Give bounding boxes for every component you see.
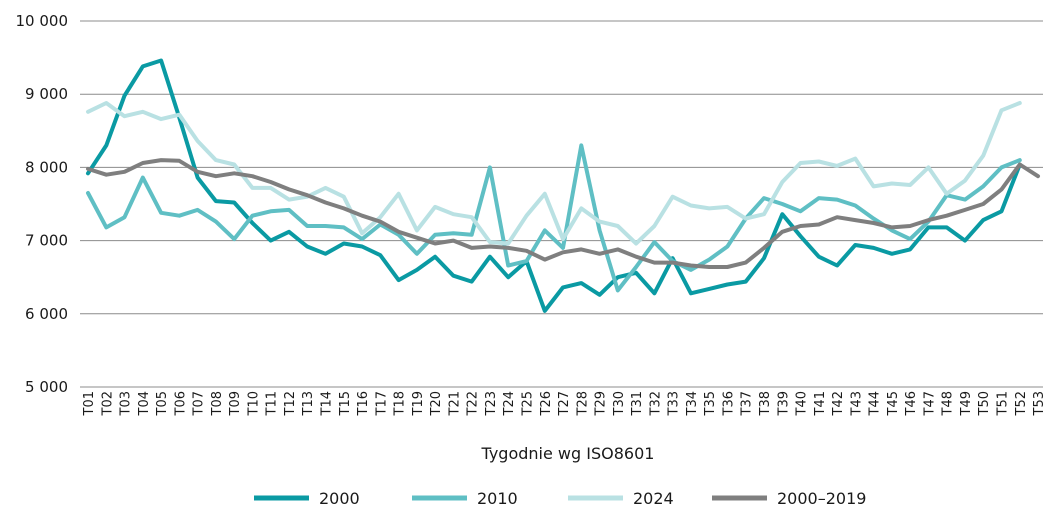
x-tick-label: T38 bbox=[758, 391, 773, 416]
x-tick-label: T39 bbox=[776, 391, 791, 416]
series-line-0 bbox=[86, 58, 1022, 313]
legend: 2000 2010 2024 2000–2019 bbox=[254, 489, 866, 508]
x-tick-label: T36 bbox=[721, 391, 736, 416]
x-tick-label: T35 bbox=[703, 391, 718, 416]
series-line-3 bbox=[86, 158, 1040, 269]
legend-label: 2024 bbox=[633, 489, 674, 508]
x-tick-label: T18 bbox=[393, 391, 408, 416]
x-tick-label: T41 bbox=[813, 391, 828, 416]
series-lines bbox=[86, 58, 1040, 313]
x-tick-label: T44 bbox=[868, 391, 883, 416]
x-tick-label: T22 bbox=[466, 391, 481, 416]
x-tick-label: T27 bbox=[557, 391, 572, 416]
legend-label: 2000–2019 bbox=[777, 489, 866, 508]
y-axis-ticks: 5 000 6 000 7 000 8 000 9 000 10 000 bbox=[16, 12, 69, 396]
x-tick-label: T31 bbox=[630, 391, 645, 416]
x-tick-label: T29 bbox=[594, 391, 609, 416]
x-tick-label: T23 bbox=[484, 391, 499, 416]
x-tick-label: T17 bbox=[374, 391, 389, 416]
x-tick-label: T12 bbox=[283, 391, 298, 416]
x-tick-label: T05 bbox=[155, 391, 170, 416]
x-tick-label: T48 bbox=[941, 391, 956, 416]
x-tick-label: T49 bbox=[959, 391, 974, 416]
x-tick-label: T47 bbox=[922, 391, 937, 416]
x-tick-label: T10 bbox=[246, 391, 261, 416]
x-tick-label: T11 bbox=[265, 391, 280, 416]
x-tick-label: T15 bbox=[338, 391, 353, 416]
x-tick-label: T02 bbox=[100, 391, 115, 416]
x-axis-label: Tygodnie wg ISO8601 bbox=[481, 444, 655, 463]
x-tick-label: T51 bbox=[996, 391, 1011, 416]
y-tick-label: 10 000 bbox=[16, 12, 69, 30]
y-tick-label: 8 000 bbox=[25, 158, 68, 176]
x-tick-label: T03 bbox=[119, 391, 134, 416]
x-tick-label: T20 bbox=[429, 391, 444, 416]
x-tick-label: T46 bbox=[904, 391, 919, 416]
y-tick-label: 6 000 bbox=[25, 305, 68, 323]
x-tick-label: T09 bbox=[228, 391, 243, 416]
x-tick-label: T07 bbox=[192, 391, 207, 416]
x-tick-label: T21 bbox=[447, 391, 462, 416]
gridlines bbox=[80, 20, 1043, 388]
series-line-1 bbox=[86, 143, 1022, 293]
x-tick-label: T04 bbox=[137, 391, 152, 416]
y-tick-label: 9 000 bbox=[25, 85, 68, 103]
x-tick-label: T26 bbox=[539, 391, 554, 416]
x-tick-label: T30 bbox=[612, 391, 627, 416]
x-tick-label: T50 bbox=[977, 391, 992, 416]
x-tick-label: T53 bbox=[1032, 391, 1043, 416]
x-tick-label: T25 bbox=[520, 391, 535, 416]
x-tick-label: T08 bbox=[210, 391, 225, 416]
x-tick-label: T28 bbox=[575, 391, 590, 416]
legend-label: 2000 bbox=[319, 489, 360, 508]
x-tick-label: T24 bbox=[502, 391, 517, 416]
x-tick-label: T33 bbox=[667, 391, 682, 416]
x-tick-label: T19 bbox=[411, 391, 426, 416]
x-tick-label: T40 bbox=[795, 391, 810, 416]
y-tick-label: 5 000 bbox=[25, 378, 68, 396]
x-tick-label: T14 bbox=[320, 391, 335, 416]
x-tick-label: T32 bbox=[648, 391, 663, 416]
x-tick-label: T43 bbox=[849, 391, 864, 416]
x-tick-label: T13 bbox=[301, 391, 316, 416]
x-axis-ticks: T01 T02 T03 T04 T05 T06 T07 T08 T09 T10 T11 T12 T13 T… bbox=[82, 391, 1043, 416]
x-tick-label: T01 bbox=[82, 391, 97, 416]
x-tick-label: T06 bbox=[173, 391, 188, 416]
x-tick-label: T16 bbox=[356, 391, 371, 416]
x-tick-label: T42 bbox=[831, 391, 846, 416]
x-tick-label: T52 bbox=[1014, 391, 1029, 416]
legend-label: 2010 bbox=[477, 489, 518, 508]
x-tick-label: T45 bbox=[886, 391, 901, 416]
x-tick-label: T34 bbox=[685, 391, 700, 416]
y-tick-label: 7 000 bbox=[25, 232, 68, 250]
x-tick-label: T37 bbox=[740, 391, 755, 416]
